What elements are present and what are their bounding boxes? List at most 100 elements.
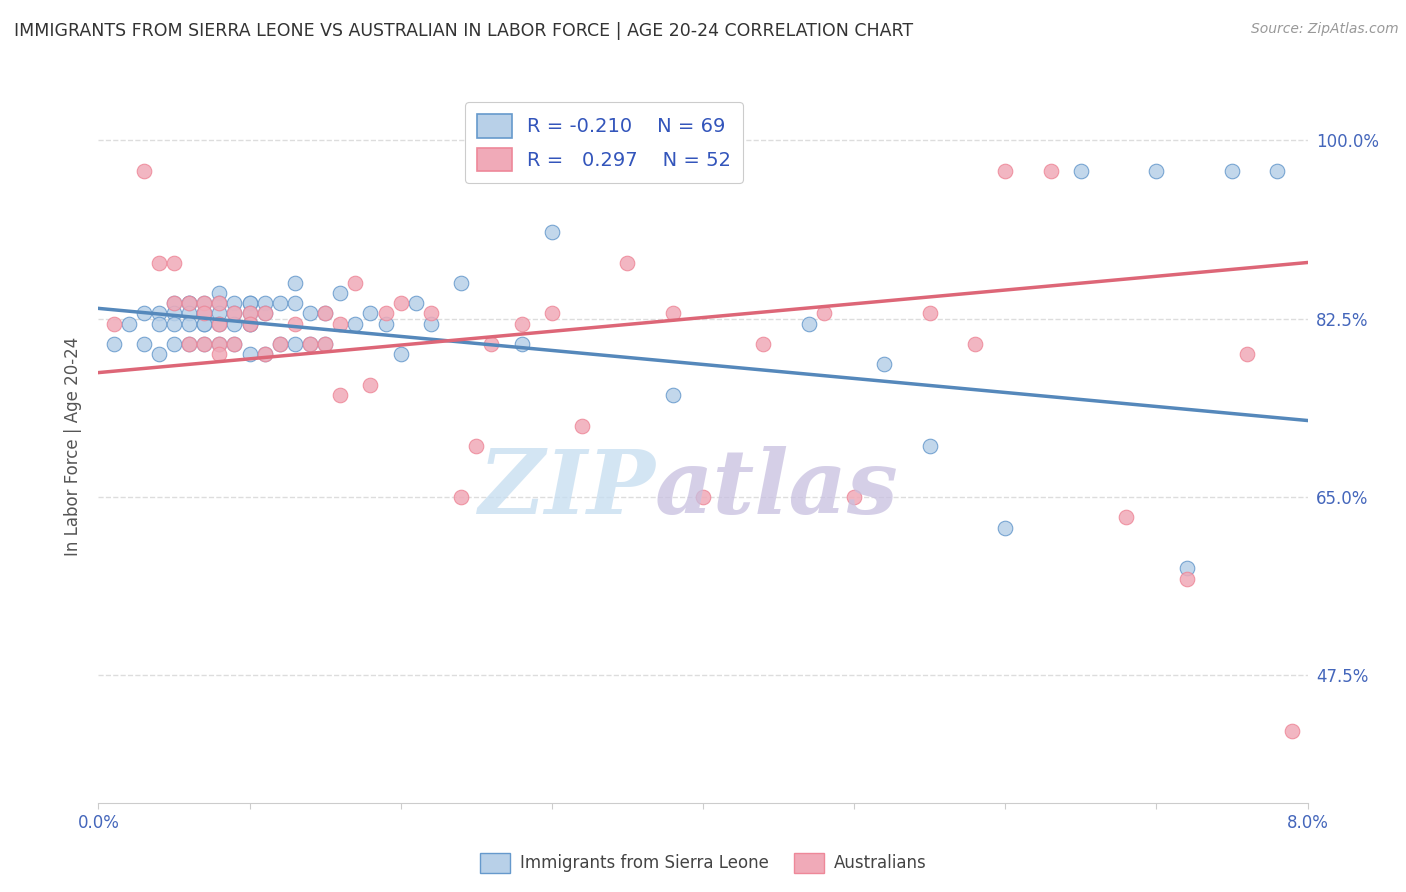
Point bbox=[179, 337, 201, 351]
Point bbox=[193, 337, 215, 351]
Y-axis label: In Labor Force | Age 20-24: In Labor Force | Age 20-24 bbox=[65, 336, 83, 556]
Point bbox=[163, 337, 186, 351]
Point bbox=[118, 317, 141, 331]
Point bbox=[918, 306, 941, 320]
Point bbox=[405, 296, 427, 310]
Point bbox=[193, 317, 215, 331]
Point bbox=[193, 317, 215, 331]
Point bbox=[299, 337, 322, 351]
Point bbox=[692, 490, 714, 504]
Text: atlas: atlas bbox=[655, 446, 898, 532]
Point bbox=[284, 317, 307, 331]
Point bbox=[1070, 163, 1092, 178]
Point bbox=[224, 306, 246, 320]
Point bbox=[329, 388, 352, 402]
Point bbox=[1115, 510, 1137, 524]
Point bbox=[1175, 561, 1198, 575]
Point bbox=[1267, 163, 1289, 178]
Point bbox=[193, 306, 215, 320]
Point bbox=[269, 337, 291, 351]
Point bbox=[918, 439, 941, 453]
Point bbox=[314, 306, 336, 320]
Point bbox=[662, 388, 685, 402]
Point bbox=[389, 347, 412, 361]
Point bbox=[148, 255, 170, 269]
Point bbox=[374, 306, 396, 320]
Point bbox=[239, 317, 262, 331]
Point bbox=[299, 337, 322, 351]
Point bbox=[179, 337, 201, 351]
Point bbox=[465, 439, 488, 453]
Point bbox=[284, 276, 307, 290]
Point bbox=[193, 337, 215, 351]
Point bbox=[208, 317, 231, 331]
Point bbox=[813, 306, 835, 320]
Point bbox=[994, 163, 1017, 178]
Point bbox=[450, 276, 472, 290]
Point bbox=[253, 296, 276, 310]
Point bbox=[103, 337, 125, 351]
Point bbox=[844, 490, 866, 504]
Point bbox=[208, 286, 231, 301]
Point bbox=[314, 337, 336, 351]
Point bbox=[193, 296, 215, 310]
Point bbox=[224, 317, 246, 331]
Point bbox=[132, 306, 155, 320]
Point bbox=[239, 296, 262, 310]
Point bbox=[1281, 724, 1303, 739]
Point bbox=[420, 317, 443, 331]
Point bbox=[253, 347, 276, 361]
Point bbox=[239, 317, 262, 331]
Point bbox=[510, 337, 533, 351]
Point bbox=[132, 163, 155, 178]
Point bbox=[224, 296, 246, 310]
Point bbox=[179, 306, 201, 320]
Point bbox=[179, 296, 201, 310]
Point bbox=[193, 306, 215, 320]
Point bbox=[224, 337, 246, 351]
Point bbox=[873, 358, 896, 372]
Point bbox=[208, 317, 231, 331]
Point bbox=[179, 317, 201, 331]
Point bbox=[1220, 163, 1243, 178]
Point bbox=[329, 286, 352, 301]
Point bbox=[344, 317, 367, 331]
Point bbox=[208, 306, 231, 320]
Point bbox=[965, 337, 987, 351]
Point bbox=[616, 255, 638, 269]
Point bbox=[797, 317, 820, 331]
Point bbox=[994, 520, 1017, 534]
Point bbox=[239, 317, 262, 331]
Point bbox=[752, 337, 775, 351]
Point bbox=[571, 418, 593, 433]
Point bbox=[239, 306, 262, 320]
Point bbox=[208, 296, 231, 310]
Point bbox=[253, 306, 276, 320]
Point bbox=[360, 377, 382, 392]
Point bbox=[420, 306, 443, 320]
Point bbox=[541, 306, 564, 320]
Point bbox=[208, 337, 231, 351]
Point bbox=[163, 296, 186, 310]
Point bbox=[208, 337, 231, 351]
Text: IMMIGRANTS FROM SIERRA LEONE VS AUSTRALIAN IN LABOR FORCE | AGE 20-24 CORRELATIO: IMMIGRANTS FROM SIERRA LEONE VS AUSTRALI… bbox=[14, 22, 912, 40]
Point bbox=[148, 347, 170, 361]
Point bbox=[148, 317, 170, 331]
Point bbox=[208, 347, 231, 361]
Point bbox=[239, 347, 262, 361]
Point bbox=[360, 306, 382, 320]
Point bbox=[239, 306, 262, 320]
Legend: Immigrants from Sierra Leone, Australians: Immigrants from Sierra Leone, Australian… bbox=[472, 847, 934, 880]
Point bbox=[224, 337, 246, 351]
Point bbox=[239, 296, 262, 310]
Point bbox=[269, 296, 291, 310]
Point bbox=[253, 347, 276, 361]
Point bbox=[163, 306, 186, 320]
Point bbox=[193, 306, 215, 320]
Point bbox=[179, 296, 201, 310]
Legend: R = -0.210    N = 69, R =   0.297    N = 52: R = -0.210 N = 69, R = 0.297 N = 52 bbox=[465, 103, 742, 183]
Point bbox=[103, 317, 125, 331]
Point bbox=[179, 296, 201, 310]
Point bbox=[208, 296, 231, 310]
Point bbox=[299, 306, 322, 320]
